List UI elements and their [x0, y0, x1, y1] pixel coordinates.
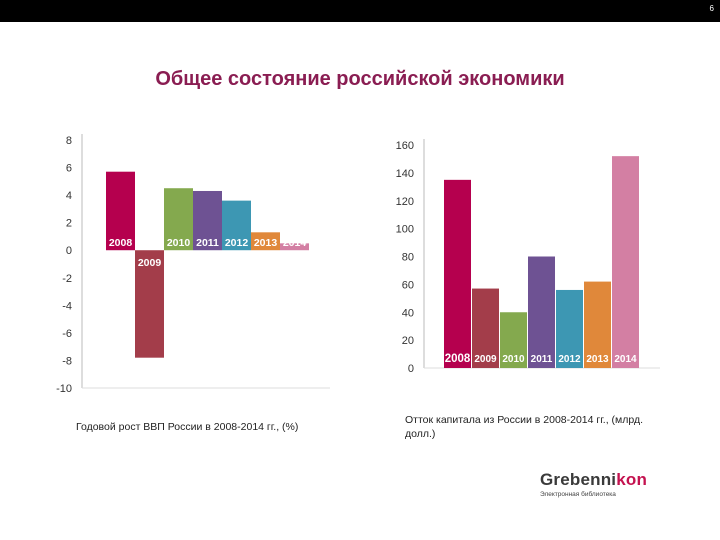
- y-tick-label: -4: [62, 300, 72, 312]
- logo-name-accent: kon: [616, 470, 648, 489]
- bar-2014: [612, 156, 639, 368]
- bar-2011: [528, 256, 555, 368]
- x-category-label: 2008: [445, 353, 471, 365]
- bar-2008: [444, 179, 471, 368]
- x-category-label: 2012: [558, 354, 581, 365]
- y-tick-label: 0: [66, 245, 72, 257]
- x-category-label: 2014: [283, 237, 307, 249]
- y-tick-label: 140: [396, 168, 414, 180]
- y-tick-label: 4: [66, 190, 72, 202]
- bar-2013: [584, 281, 611, 368]
- y-tick-label: 6: [66, 163, 72, 175]
- x-category-label: 2009: [138, 257, 162, 269]
- bar-2011: [193, 190, 222, 251]
- bar-2012: [222, 200, 251, 251]
- y-tick-label: 80: [402, 252, 414, 264]
- y-tick-label: 2: [66, 218, 72, 230]
- x-category-label: 2011: [531, 354, 553, 365]
- bar-2013: [251, 232, 280, 251]
- bar-2014: [280, 243, 309, 251]
- y-tick-label: 60: [402, 279, 414, 291]
- y-tick-label: 20: [402, 335, 414, 347]
- y-tick-label: -8: [62, 355, 72, 367]
- page-number: 6: [709, 4, 714, 13]
- y-tick-label: 160: [396, 140, 414, 152]
- x-category-label: 2013: [586, 354, 609, 365]
- y-tick-label: 8: [66, 135, 72, 147]
- y-tick-label: -6: [62, 328, 72, 340]
- x-category-label: 2012: [225, 237, 249, 249]
- x-category-label: 2008: [109, 237, 133, 249]
- capital-chart-caption: Отток капитала из России в 2008-2014 гг.…: [405, 414, 644, 440]
- bar-2010: [164, 188, 193, 251]
- logo-subtitle: Электронная библиотека: [540, 491, 616, 498]
- y-tick-label: 100: [396, 224, 414, 236]
- bar-2010: [500, 312, 527, 368]
- y-tick-label: 120: [396, 196, 414, 208]
- x-category-label: 2014: [614, 354, 637, 365]
- page-title: Общее состояние российской экономики: [155, 68, 565, 90]
- y-tick-label: -10: [56, 383, 72, 395]
- x-category-label: 2009: [474, 354, 497, 365]
- bar-2008: [106, 171, 135, 251]
- y-tick-label: 0: [408, 363, 414, 375]
- bar-2009: [135, 250, 164, 358]
- gdp-chart-caption: Годовой рост ВВП России в 2008-2014 гг.,…: [76, 421, 299, 433]
- bar-2009: [472, 288, 499, 368]
- logo-name-main: Grebenni: [540, 470, 617, 489]
- x-category-label: 2010: [167, 237, 191, 249]
- x-category-label: 2011: [196, 237, 219, 249]
- top-bar: 6: [0, 0, 720, 22]
- x-category-label: 2013: [254, 237, 278, 249]
- bar-2012: [556, 289, 583, 368]
- grebennikon-logo: Grebennikon Электронная библиотека: [540, 470, 647, 498]
- x-category-label: 2010: [502, 354, 525, 365]
- y-tick-label: 40: [402, 307, 414, 319]
- y-tick-label: -2: [62, 273, 72, 285]
